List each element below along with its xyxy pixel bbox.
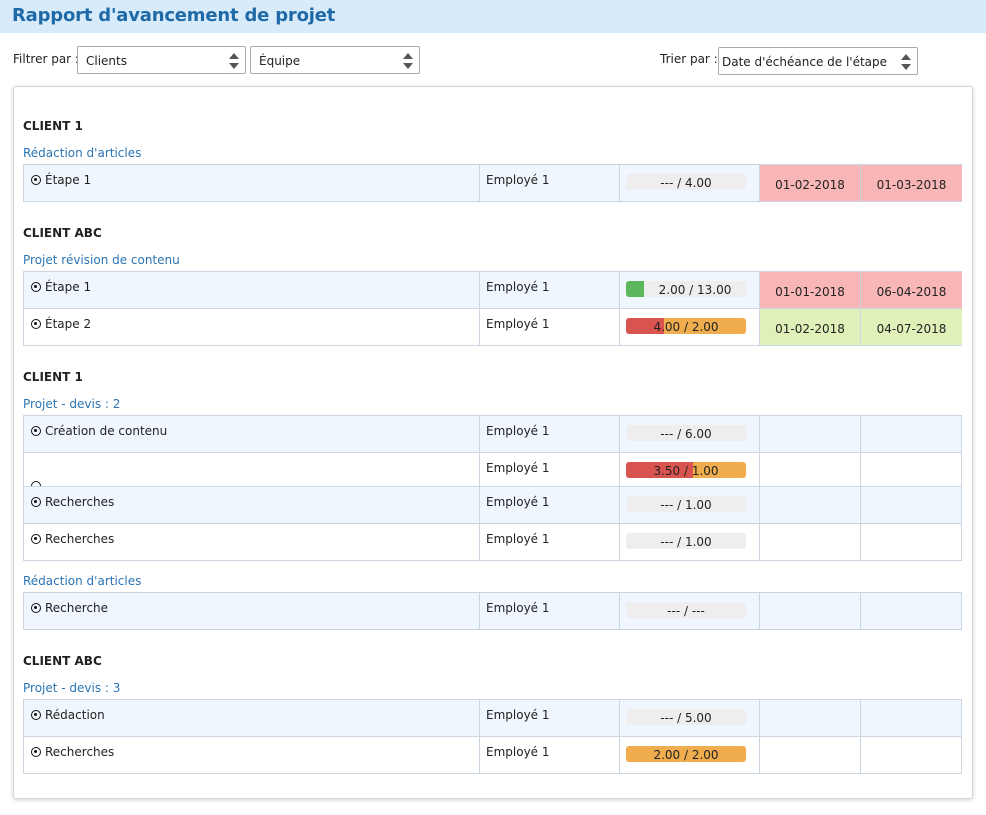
radio-dot-icon <box>31 710 41 720</box>
sort-label: Trier par : <box>660 52 718 66</box>
radio-dot-icon <box>31 534 41 544</box>
task-name: Étape 1 <box>31 173 91 187</box>
employee-name: Employé 1 <box>486 495 550 509</box>
project-link[interactable]: Projet - devis : 2 <box>23 397 121 411</box>
team-select-value: Équipe <box>259 54 301 68</box>
radio-dot-icon <box>31 747 41 757</box>
progress-text: 4.00 / 2.00 <box>653 320 719 334</box>
select-arrows-icon <box>403 53 413 69</box>
task-name: Recherches <box>31 745 114 759</box>
client-heading: CLIENT 1 <box>23 370 83 384</box>
task-name: Rédaction <box>31 708 105 722</box>
progress-bar: --- / --- <box>626 602 746 618</box>
radio-dot-icon <box>31 319 41 329</box>
progress-text: --- / --- <box>667 604 705 618</box>
table-row[interactable]: Recherches Employé 1 --- / 1.00 <box>23 486 962 524</box>
table-row[interactable]: Étape 1 Employé 1 --- / 4.00 01-02-2018 … <box>23 164 962 202</box>
task-name: Recherches <box>31 532 114 546</box>
employee-name: Employé 1 <box>486 461 550 475</box>
employee-name: Employé 1 <box>486 317 550 331</box>
employee-name: Employé 1 <box>486 745 550 759</box>
due-date: 06-04-2018 <box>876 285 947 299</box>
progress-bar: --- / 5.00 <box>626 709 746 725</box>
task-name: Création de contenu <box>31 424 167 438</box>
project-link[interactable]: Rédaction d'articles <box>23 574 142 588</box>
progress-bar: --- / 1.00 <box>626 496 746 512</box>
radio-dot-icon <box>31 481 41 486</box>
table-row[interactable]: Étape 1 Employé 1 2.00 / 13.00 01-01-201… <box>23 271 962 309</box>
clients-select-value: Clients <box>86 54 127 68</box>
table-row[interactable]: Étape 2 Employé 1 4.00 / 2.00 01-02-2018… <box>23 308 962 346</box>
client-heading: CLIENT ABC <box>23 226 102 240</box>
table-row[interactable]: Recherche Employé 1 --- / --- <box>23 592 962 630</box>
radio-dot-icon <box>31 603 41 613</box>
table-row[interactable]: Rédaction Employé 1 --- / 5.00 <box>23 699 962 737</box>
team-select[interactable]: Équipe <box>250 46 420 74</box>
project-link[interactable]: Projet - devis : 3 <box>23 681 121 695</box>
progress-text: --- / 4.00 <box>660 176 712 190</box>
task-name: Recherches <box>31 495 114 509</box>
employee-name: Employé 1 <box>486 280 550 294</box>
table-row[interactable]: Recherches Employé 1 2.00 / 2.00 <box>23 736 962 774</box>
start-date: 01-01-2018 <box>775 285 845 299</box>
table-row[interactable]: Recherches Employé 1 --- / 1.00 <box>23 523 962 561</box>
progress-text: --- / 1.00 <box>660 498 712 512</box>
task-name: Étape 1 <box>31 280 91 294</box>
due-date: 04-07-2018 <box>876 322 947 336</box>
progress-bar: --- / 6.00 <box>626 425 746 441</box>
progress-bar: 2.00 / 2.00 <box>626 746 746 762</box>
table-row[interactable]: Employé 1 3.50 / 1.00 <box>23 452 962 487</box>
task-name: Recherche <box>31 601 108 615</box>
page-title: Rapport d'avancement de projet <box>12 5 336 26</box>
progress-text: 2.00 / 2.00 <box>653 748 719 762</box>
sort-select[interactable]: Date d'échéance de l'étape <box>718 47 918 75</box>
task-name: Étape 2 <box>31 317 91 331</box>
radio-dot-icon <box>31 282 41 292</box>
progress-bar: --- / 4.00 <box>626 174 746 190</box>
employee-name: Employé 1 <box>486 173 550 187</box>
progress-text: --- / 6.00 <box>660 427 712 441</box>
client-heading: CLIENT 1 <box>23 119 83 133</box>
clients-select[interactable]: Clients <box>77 46 246 74</box>
employee-name: Employé 1 <box>486 532 550 546</box>
progress-fill <box>626 318 664 334</box>
progress-bar: 2.00 / 13.00 <box>626 281 746 297</box>
project-link[interactable]: Projet révision de contenu <box>23 253 180 267</box>
filter-label: Filtrer par : <box>13 52 79 66</box>
employee-name: Employé 1 <box>486 424 550 438</box>
progress-bar: --- / 1.00 <box>626 533 746 549</box>
table-row[interactable]: Création de contenu Employé 1 --- / 6.00 <box>23 415 962 453</box>
title-bar: Rapport d'avancement de projet <box>0 0 986 33</box>
select-arrows-icon <box>229 53 239 69</box>
progress-fill <box>626 281 644 297</box>
progress-text: --- / 5.00 <box>660 711 712 725</box>
progress-text: 3.50 / 1.00 <box>653 464 719 478</box>
radio-dot-icon <box>31 175 41 185</box>
radio-dot-icon <box>31 426 41 436</box>
filter-bar: Filtrer par : Clients Équipe Trier par :… <box>0 46 986 76</box>
select-arrows-icon <box>901 54 911 70</box>
progress-fill <box>626 462 693 478</box>
employee-name: Employé 1 <box>486 708 550 722</box>
due-date: 01-03-2018 <box>876 178 947 192</box>
start-date: 01-02-2018 <box>775 178 845 192</box>
progress-text: 2.00 / 13.00 <box>658 283 732 297</box>
radio-dot-icon <box>31 497 41 507</box>
project-link[interactable]: Rédaction d'articles <box>23 146 142 160</box>
start-date: 01-02-2018 <box>775 322 845 336</box>
progress-bar: 4.00 / 2.00 <box>626 318 746 334</box>
employee-name: Employé 1 <box>486 601 550 615</box>
progress-text: --- / 1.00 <box>660 535 712 549</box>
progress-bar: 3.50 / 1.00 <box>626 462 746 478</box>
sort-select-value: Date d'échéance de l'étape <box>722 55 888 69</box>
client-heading: CLIENT ABC <box>23 654 102 668</box>
